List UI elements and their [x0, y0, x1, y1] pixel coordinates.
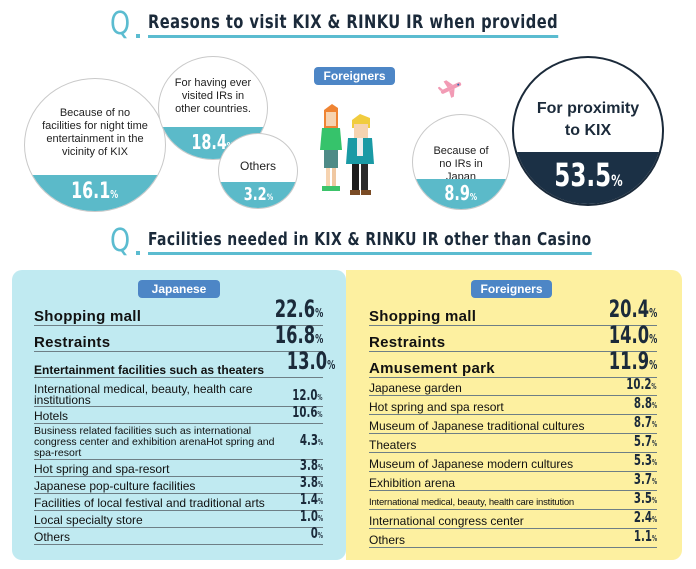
foreigners-row: Theaters 5.7%	[369, 432, 657, 453]
foreigners-panel	[346, 270, 682, 560]
japanese-row: Japanese pop-culture facilities 3.8%	[34, 473, 323, 494]
section1-title: Reasons to visit KIX & RINKU IR when pro…	[148, 11, 559, 38]
bubble-value-band: 53.5%	[514, 152, 662, 204]
bubble-visited-irs: For having ever visited IRs in other cou…	[158, 56, 268, 160]
bubble-others: Others 3.2%	[218, 133, 298, 209]
japanese-row: International medical, beauty, health ca…	[34, 382, 323, 407]
foreigners-row: Japanese garden 10.2%	[369, 375, 657, 396]
q-dot	[136, 34, 140, 38]
foreigners-row: Restraints 14.0%	[369, 321, 657, 352]
bubble-text: For having ever visited IRs in other cou…	[174, 77, 252, 115]
foreigners-row: Shopping mall 20.4%	[369, 295, 657, 326]
q-dot	[136, 251, 140, 255]
bubble-value: 53.5%	[553, 156, 623, 194]
bubble-value-band: 16.1%	[25, 175, 165, 211]
foreigners-row: Amusement park 11.9%	[369, 347, 657, 378]
japanese-row: Shopping mall 22.6%	[34, 295, 323, 326]
foreigners-row: Exhibition arena 3.7%	[369, 470, 657, 491]
japanese-row: Others 0%	[34, 524, 323, 545]
people-illustration	[320, 104, 374, 195]
foreigners-row: Others 1.1%	[369, 527, 657, 548]
foreigners-row: Museum of Japanese modern cultures 5.3%	[369, 451, 657, 472]
foreigners-label: Foreigners	[314, 67, 395, 85]
foreigners-label-2: Foreigners	[471, 280, 552, 298]
bubble-no-irs-in-japan: Because of no IRs in Japan 8.9%	[412, 114, 510, 210]
bubble-proximity-to-kix: For proximity to KIX 53.5%	[512, 56, 664, 206]
section2-heading: Q Facilities needed in KIX & RINKU IR ot…	[110, 221, 664, 259]
japanese-row: Restraints 16.8%	[34, 321, 323, 352]
japanese-row: Business related facilities such as inte…	[34, 425, 323, 460]
bubble-text: Because of no IRs in Japan	[433, 145, 489, 183]
bubble-text: Because of no facilities for night time …	[42, 107, 148, 158]
bubble-text: Others	[239, 159, 276, 173]
japanese-panel	[12, 270, 346, 560]
bubble-night-entertainment: Because of no facilities for night time …	[24, 78, 166, 212]
japanese-row: Entertainment facilities such as theater…	[34, 347, 336, 378]
japanese-row: Hotels 10.6%	[34, 403, 323, 424]
japanese-row: Facilities of local festival and traditi…	[34, 490, 323, 511]
foreigners-row: Hot spring and spa resort 8.8%	[369, 394, 657, 415]
japanese-row: Local specialty store 1.0%	[34, 507, 323, 528]
foreigners-row: Museum of Japanese traditional cultures …	[369, 413, 657, 434]
airplane-icon	[438, 80, 462, 98]
q-letter: Q	[110, 221, 131, 259]
foreigners-row: International congress center 2.4%	[369, 508, 657, 529]
foreigners-row: International medical, beauty, health ca…	[369, 489, 657, 510]
bubble-value-band: 3.2%	[219, 182, 297, 208]
bubble-value: 16.1%	[71, 179, 119, 204]
bubble-value: 3.2%	[243, 184, 273, 205]
japanese-label: Japanese	[138, 280, 220, 298]
bubble-text: For proximity to KIX	[536, 100, 640, 139]
bubble-value-band: 8.9%	[413, 179, 509, 209]
section2-title: Facilities needed in KIX & RINKU IR othe…	[148, 229, 592, 255]
section1-heading: Q Reasons to visit KIX & RINKU IR when p…	[110, 4, 625, 42]
japanese-row: Hot spring and spa-resort 3.8%	[34, 456, 323, 477]
q-letter: Q	[110, 4, 131, 42]
bubble-value: 8.9%	[444, 181, 478, 205]
